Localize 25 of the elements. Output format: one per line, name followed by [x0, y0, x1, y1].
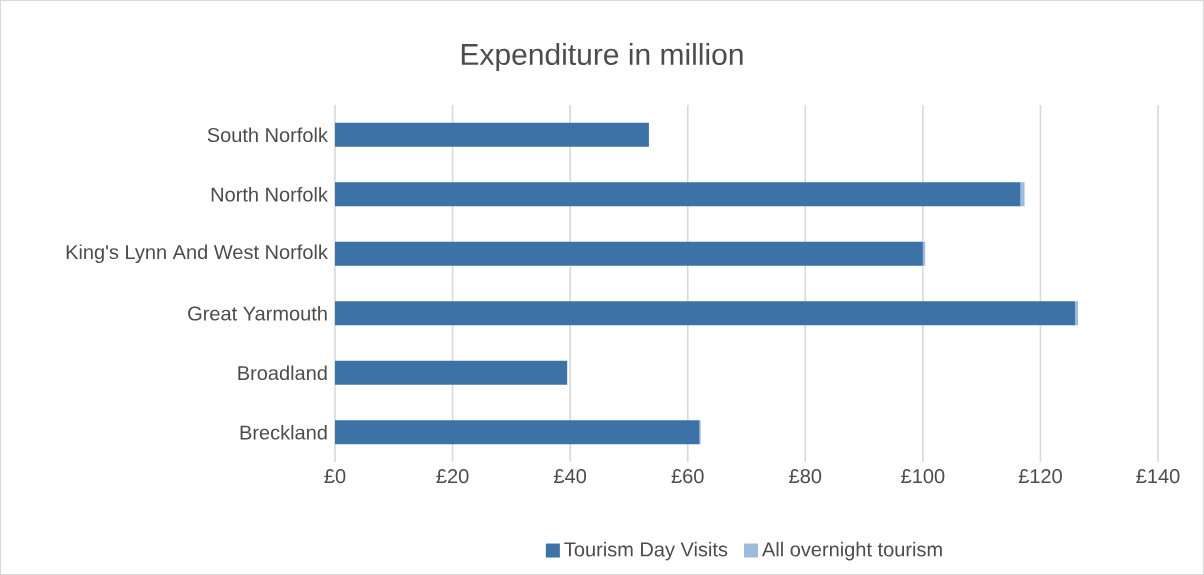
- bar: [335, 182, 1021, 207]
- y-tick-label: King's Lynn And West Norfolk: [66, 244, 328, 264]
- x-tick-label: £140: [1136, 469, 1180, 484]
- x-tick-label: £120: [1018, 469, 1062, 484]
- x-tick-label: £80: [789, 469, 822, 484]
- y-tick-label: Great Yarmouth: [188, 305, 327, 321]
- x-tick-label: £0: [324, 469, 346, 484]
- bar: [335, 420, 700, 445]
- bar: [335, 360, 568, 385]
- y-tick-label: North Norfolk: [211, 186, 328, 202]
- x-tick-label: £40: [554, 469, 587, 484]
- x-tick-label: £100: [901, 469, 945, 484]
- y-tick-label: South Norfolk: [207, 127, 328, 143]
- legend-label: Tourism Day Visits: [564, 541, 728, 561]
- y-tick-label: Breckland: [240, 424, 327, 440]
- bar: [335, 301, 1076, 326]
- bar: [335, 241, 923, 266]
- legend-label: All overnight tourism: [761, 541, 942, 561]
- chart-title: Expenditure in million: [461, 43, 743, 71]
- bar: [335, 122, 649, 147]
- x-tick-label: £20: [436, 469, 469, 484]
- x-tick-label: £60: [671, 469, 704, 484]
- y-tick-label: Broadland: [238, 365, 327, 381]
- bar: [1075, 301, 1079, 326]
- bar: [1020, 182, 1025, 207]
